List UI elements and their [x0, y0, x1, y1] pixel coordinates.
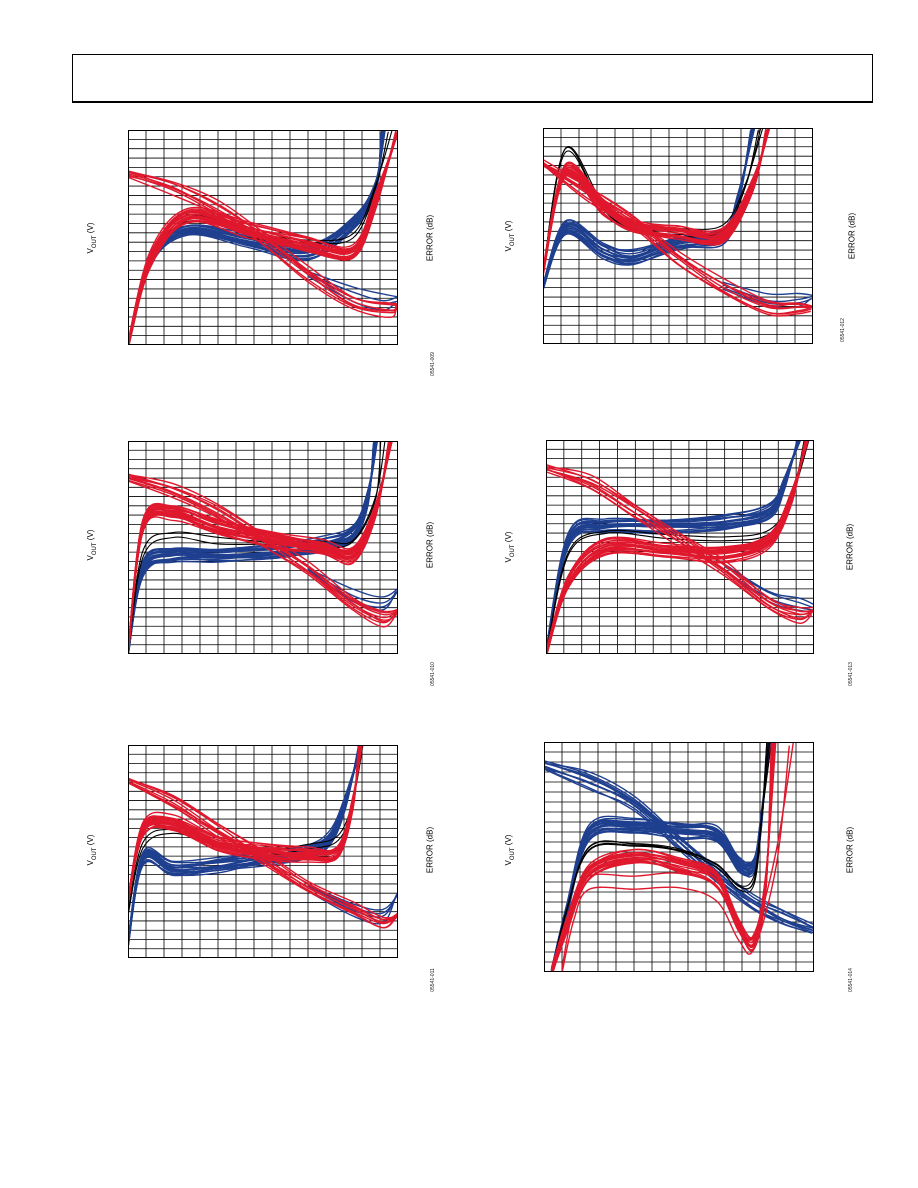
series-line-blue	[724, 570, 814, 611]
y-axis-label-text: VOUT (V)	[504, 531, 516, 563]
secondary-y-axis-label: ERROR (dB)	[425, 826, 435, 874]
series-line-red	[128, 473, 398, 613]
series-line-red	[546, 468, 814, 619]
series-line-red	[543, 164, 811, 317]
y-axis-label: VOUT (V)	[504, 221, 516, 252]
series-line-red	[128, 781, 398, 925]
series-line-blue	[722, 281, 813, 297]
y-axis-label-text: VOUT (V)	[504, 220, 516, 252]
chart-svg	[543, 128, 813, 344]
series-line-blue	[544, 762, 814, 926]
series-line-red	[128, 174, 397, 314]
y-axis-label-text: VOUT (V)	[504, 834, 516, 866]
plot-border	[546, 440, 814, 654]
plot-area	[128, 130, 398, 345]
y-axis-label-text: VOUT (V)	[86, 222, 98, 254]
figure-id: 05541-011	[430, 968, 436, 992]
plot-area	[543, 128, 813, 344]
plot-border	[128, 130, 398, 345]
series-line-red	[543, 158, 813, 308]
series-line-red	[543, 163, 812, 315]
series-line-red	[546, 469, 814, 616]
y-axis-label-text: VOUT (V)	[86, 529, 98, 561]
y-axis-label: VOUT (V)	[86, 530, 98, 561]
series-line-blue	[543, 129, 752, 290]
y-axis-label: VOUT (V)	[504, 532, 516, 563]
series-line-blue	[546, 440, 800, 654]
series-line-blue	[543, 130, 754, 288]
series-line-red	[128, 176, 397, 319]
series-line-red	[543, 163, 813, 315]
series-line-red	[128, 745, 363, 900]
series-line-black	[128, 745, 364, 913]
series-line-red	[128, 475, 398, 614]
series-line-red	[550, 742, 777, 972]
secondary-y-axis-label: ERROR (dB)	[847, 212, 857, 260]
series-line-red	[546, 464, 814, 613]
secondary-y-axis-label: ERROR (dB)	[845, 523, 855, 571]
series-line-red	[128, 778, 398, 919]
chart-svg	[128, 441, 398, 654]
series-line-red	[128, 131, 398, 342]
series-line-blue	[307, 270, 398, 298]
series-line-red	[543, 128, 771, 271]
series-line-red	[128, 480, 397, 628]
plot-border	[128, 745, 398, 958]
series-line-red	[128, 479, 397, 624]
figure-id: 05541-010	[430, 662, 436, 686]
page-header	[72, 54, 873, 103]
figure-id: 05541-013	[848, 662, 854, 686]
figure-id: 05541-014	[848, 968, 854, 992]
plot-border	[128, 441, 398, 654]
series-line-red	[546, 466, 814, 609]
series-line-red	[128, 778, 398, 923]
plot-area	[128, 745, 398, 958]
plot-area	[544, 742, 814, 972]
series-line-red	[128, 441, 393, 652]
series-line-blue	[543, 129, 752, 289]
secondary-y-axis-label: ERROR (dB)	[425, 521, 435, 569]
series-line-blue	[307, 273, 398, 302]
figure-id: 05541-012	[840, 318, 846, 342]
series-line-blue	[550, 742, 772, 970]
plot-area	[128, 441, 398, 654]
series-line-red	[128, 473, 398, 616]
series-line-red	[128, 170, 398, 306]
y-axis-label: VOUT (V)	[86, 223, 98, 254]
secondary-y-axis-label: ERROR (dB)	[845, 826, 855, 874]
plot-area	[546, 440, 814, 654]
series-line-red	[128, 170, 398, 305]
figure-id: 05541-009	[430, 352, 436, 376]
series-line-red	[128, 748, 360, 902]
y-axis-label: VOUT (V)	[86, 835, 98, 866]
series-line-blue	[546, 440, 801, 650]
series-line-red	[546, 467, 813, 621]
series-line-red	[128, 476, 398, 623]
y-axis-label: VOUT (V)	[504, 835, 516, 866]
chart-svg	[128, 130, 398, 345]
series-line-red	[561, 745, 790, 972]
plot-border	[543, 128, 813, 344]
y-axis-label-text: VOUT (V)	[86, 834, 98, 866]
series-line-red	[561, 742, 795, 969]
plot-border	[544, 742, 814, 972]
chart-svg	[546, 440, 814, 654]
series-line-black	[550, 742, 772, 972]
series-line-red	[128, 747, 360, 902]
secondary-y-axis-label: ERROR (dB)	[425, 214, 435, 262]
series-line-red	[128, 171, 398, 311]
chart-svg	[128, 745, 398, 958]
series-line-blue	[543, 130, 753, 288]
series-line-blue	[307, 885, 398, 915]
chart-svg	[544, 742, 814, 972]
